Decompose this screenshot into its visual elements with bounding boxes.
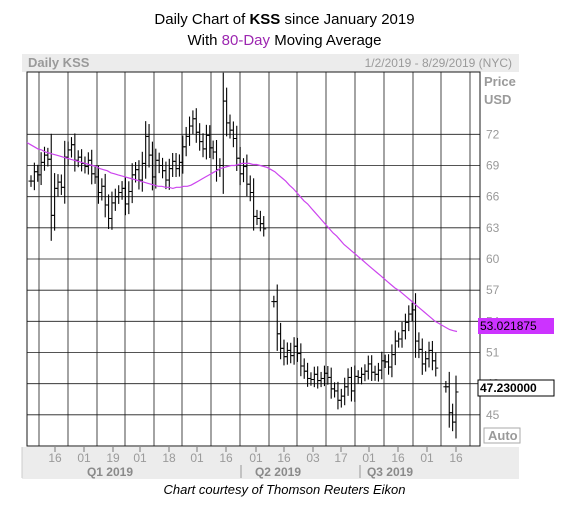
- quarter-label: Q1 2019: [87, 465, 133, 479]
- title-line2-prefix: With: [187, 32, 222, 49]
- title-prefix: Daily Chart of: [154, 11, 250, 28]
- x-tick-label: 01: [362, 451, 376, 465]
- x-tick-label: 01: [133, 451, 147, 465]
- x-tick-label: 16: [391, 451, 405, 465]
- chart-title-line-2: With 80-Day Moving Average: [0, 31, 569, 50]
- chart-header-left: Daily KSS: [28, 55, 90, 70]
- moving-average-line: [26, 142, 458, 333]
- price-axis-label: Price: [484, 74, 516, 89]
- x-axis-band: [22, 447, 519, 479]
- y-tick-label: 66: [486, 190, 500, 204]
- title-ticker: KSS: [249, 11, 281, 28]
- x-tick-label: 16: [48, 451, 62, 465]
- x-axis: 16 01 19 01 18 01 16 01 16 03 17 01 16 01 16 Q1 2019 Q2 …: [21, 447, 519, 479]
- last-price-label: 47.230000: [480, 381, 537, 395]
- title-suffix: since January 2019: [280, 11, 415, 28]
- x-tick-label: 16: [219, 451, 233, 465]
- x-tick-label: 01: [420, 451, 434, 465]
- y-tick-label: 45: [486, 408, 500, 422]
- chart-title-line-1: Daily Chart of KSS since January 2019: [0, 10, 569, 29]
- x-tick-label: 16: [277, 451, 291, 465]
- quarter-label: Q3 2019: [367, 465, 413, 479]
- x-tick-label: 19: [106, 451, 120, 465]
- y-tick-label: 51: [486, 346, 500, 360]
- chart-credit: Chart courtesy of Thomson Reuters Eikon: [163, 482, 406, 497]
- x-tick-label: 03: [306, 451, 320, 465]
- ma-label: 80-Day: [221, 32, 271, 49]
- x-tick-label: 18: [162, 451, 176, 465]
- y-tick-label: 69: [486, 159, 500, 173]
- y-tick-label: 60: [486, 252, 500, 266]
- x-tick-label: 17: [334, 451, 348, 465]
- y-axis-ticks: 45485154576063666972: [486, 127, 500, 422]
- x-tick-label: 16: [449, 451, 463, 465]
- currency-axis-label: USD: [484, 92, 511, 107]
- chart-header-band: [22, 54, 519, 72]
- x-tick-label: 01: [249, 451, 263, 465]
- last-price-tag: [477, 379, 555, 397]
- y-tick-label: 72: [486, 127, 500, 141]
- y-tick-label: 57: [486, 283, 500, 297]
- y-tick-label: 63: [486, 221, 500, 235]
- price-bars: [28, 72, 459, 439]
- x-tick-label: 01: [190, 451, 204, 465]
- ma-value-label: 53.021875: [480, 319, 537, 333]
- title-line2-suffix: Moving Average: [270, 32, 382, 49]
- x-tick-label: 01: [77, 451, 91, 465]
- auto-scale-button[interactable]: [483, 427, 521, 444]
- auto-scale-label: Auto: [488, 428, 518, 443]
- quarter-label: Q2 2019: [255, 465, 301, 479]
- chart-header-right: 1/2/2019 - 8/29/2019 (NYC): [365, 56, 512, 70]
- ma-value-tag: [478, 318, 554, 334]
